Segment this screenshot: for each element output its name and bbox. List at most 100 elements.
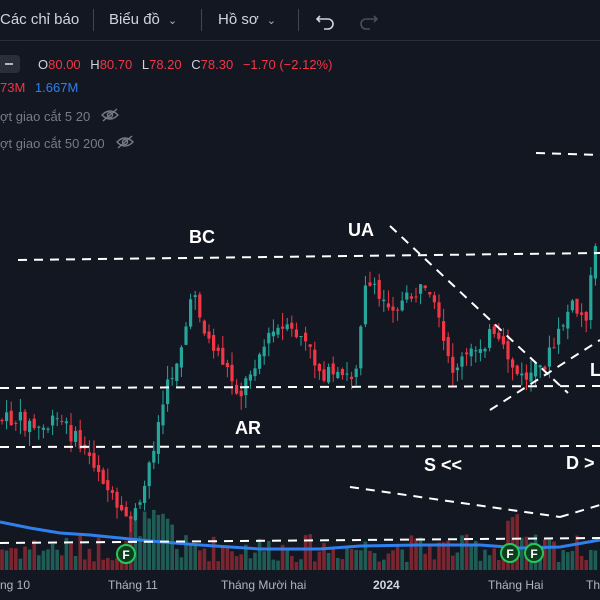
candle-body [41,427,45,430]
candle-body [202,320,206,334]
event-marker-f[interactable]: F [500,543,520,563]
volume-bar [0,549,4,570]
top-resistance-line[interactable] [535,152,600,156]
candle-body [465,352,469,355]
candle-body [446,336,450,357]
candle-body [368,282,372,286]
candle-body [184,326,188,345]
volume-bar [478,560,483,570]
volume-bar [207,561,211,570]
candle-body [175,363,179,381]
candle-body [313,349,317,366]
candle-body [156,422,160,454]
volume-ma-value: 1.667M [34,80,79,95]
top-toolbar: Các chỉ báo Biểu đồ ⌄ Hồ sơ ⌄ [0,0,600,41]
time-axis[interactable]: ng 10 Tháng 11 Tháng Mười hai 2024 Tháng… [0,570,600,600]
volume-bar [400,549,404,570]
volume-bar [575,535,579,570]
volume-legend: 73M 1.667M [0,80,78,95]
candle-body [189,299,193,327]
legend-collapse-button[interactable] [0,55,20,73]
eye-hidden-icon[interactable] [100,108,120,125]
volume-bar [248,558,253,570]
candle-body [133,508,137,521]
volume-bar [336,557,340,570]
event-markers: F F F [116,543,544,564]
undo-icon[interactable] [315,0,336,40]
volume-bar [87,548,92,570]
volume-bar [441,542,446,570]
candle-body [106,480,110,491]
candle-body [267,332,271,344]
volume-baseline[interactable] [0,537,600,544]
uptrend-line[interactable] [489,339,600,411]
candle-body [239,390,243,397]
lower-channel-line-2[interactable] [559,504,600,518]
candle-body [290,322,294,329]
volume-bar [455,552,460,570]
upper-range-line[interactable] [17,252,600,261]
x-tick: Tháng 11 [108,578,158,592]
candle-body [552,347,556,349]
candle-body [331,363,335,375]
candle-body [253,368,257,377]
profile-menu-button[interactable]: Hồ sơ ⌄ [218,0,276,40]
volume-bar [322,542,326,570]
candle-body [9,410,13,426]
volume-bar [221,546,225,570]
volume-bar [543,539,547,570]
candle-body [69,425,73,442]
volume-bar [96,537,101,570]
volume-bar [308,534,312,570]
redo-icon[interactable] [358,0,379,40]
candle-body [308,344,312,347]
candle-body [529,372,533,382]
indicator-row-ma-50-200[interactable]: ợt giao cắt 50 200 [0,135,135,152]
eye-hidden-icon[interactable] [115,135,135,152]
mid-support-line[interactable] [0,445,600,448]
chart-menu-button[interactable]: Biểu đồ ⌄ [109,0,177,40]
candle-body [506,341,510,360]
candle-body [566,311,570,329]
volume-bar [349,548,354,570]
volume-bar [552,541,556,570]
price-chart[interactable]: BC UA AR S << D > L F F F [0,148,600,570]
indicator-row-ma-5-20[interactable]: ợt giao cắt 5 20 [0,108,120,125]
lower-range-line[interactable] [0,385,600,389]
candle-body [129,516,133,519]
candle-body [414,296,418,298]
candle-body [147,462,151,487]
volume-bar [9,548,13,570]
candle-body [304,332,308,342]
indicators-button[interactable]: Các chỉ báo [0,0,79,40]
event-marker-f[interactable]: F [524,543,544,563]
volume-bar [110,560,115,570]
candle-body [336,371,340,378]
volume-bar [60,555,64,570]
event-marker-f[interactable]: F [116,544,136,564]
volume-bar [83,559,87,570]
volume-bar [244,544,248,570]
candle-body [5,412,9,422]
candle-body [589,275,593,321]
volume-bar [285,548,289,570]
volume-bar [198,550,202,570]
volume-bar [188,543,193,570]
candle-body [382,299,386,302]
indicator-label: ợt giao cắt 5 20 [0,109,91,124]
candle-body [60,420,64,422]
volume-bar [115,558,119,570]
candle-body [28,420,32,433]
candle-body [345,373,349,375]
candle-body [570,300,574,311]
volume-bar [299,559,303,570]
volume-bar [331,547,335,570]
volume-bar [492,548,496,570]
volume-bar [556,561,561,570]
lower-channel-line[interactable] [349,486,561,518]
svg-text:F: F [506,547,513,561]
candle-body [294,329,298,338]
downtrend-line[interactable] [389,225,569,394]
volume-bar [211,536,216,570]
candle-body [225,362,229,368]
